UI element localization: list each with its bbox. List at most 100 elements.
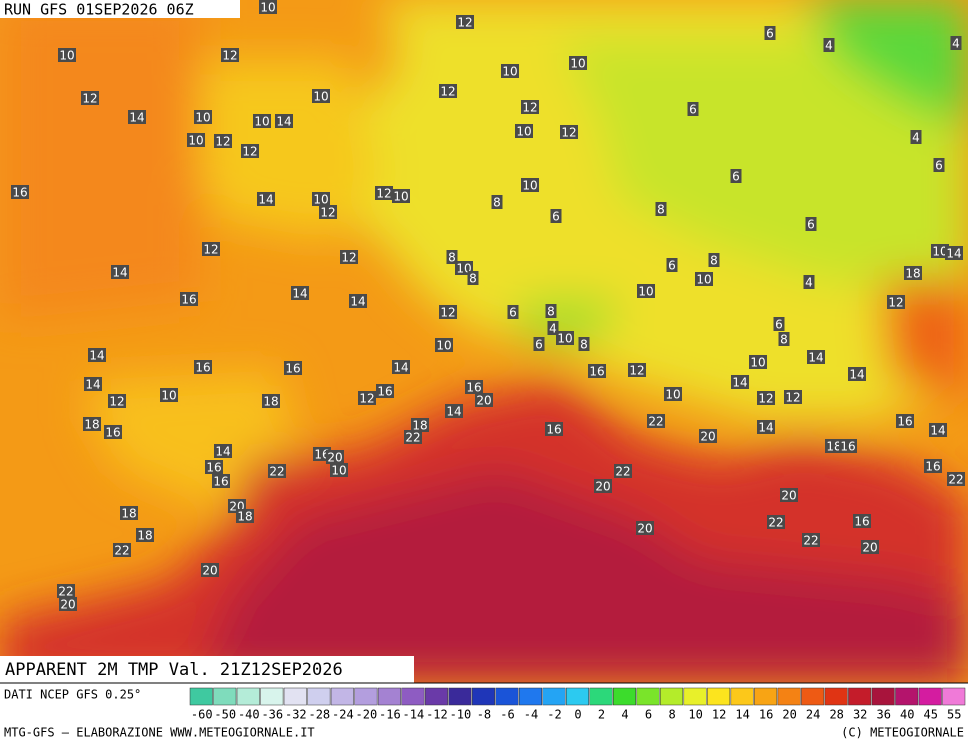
label-box: [521, 100, 539, 114]
colorbar-tick: -60: [191, 708, 213, 722]
temp-label: 20: [862, 541, 877, 555]
label-box: [778, 332, 790, 346]
temp-label: 12: [320, 206, 335, 220]
temp-label: 10: [522, 179, 537, 193]
temp-label: 22: [648, 415, 663, 429]
label-box: [588, 364, 606, 378]
label-box: [731, 375, 749, 389]
label-box: [695, 272, 713, 286]
temp-label: 20: [202, 564, 217, 578]
label-box: [312, 89, 330, 103]
label-box: [699, 429, 717, 443]
color-swatch: [871, 687, 895, 706]
temp-label: 12: [457, 16, 472, 30]
temp-label: 8: [580, 338, 588, 352]
label-box: [950, 36, 962, 50]
label-box: [253, 114, 271, 128]
label-box: [757, 391, 775, 405]
temp-label: 10: [932, 245, 947, 259]
temp-label: 12: [341, 251, 356, 265]
colorbar-tick: -50: [214, 708, 236, 722]
temp-label: 18: [237, 510, 252, 524]
label-box: [275, 114, 293, 128]
colorbar-tick: -4: [524, 708, 538, 722]
label-box: [136, 528, 154, 542]
temp-label: 16: [377, 385, 392, 399]
temp-label: 14: [808, 351, 823, 365]
colorbar-tick: 8: [668, 708, 675, 722]
temp-label: 22: [58, 585, 73, 599]
temp-label: 14: [350, 295, 365, 309]
color-swatch: [777, 687, 801, 706]
colorbar-tick: 2: [598, 708, 605, 722]
colorbar-tick: 40: [900, 708, 914, 722]
temp-label: 20: [700, 430, 715, 444]
temp-label: 16: [195, 361, 210, 375]
temp-label: 16: [314, 448, 329, 462]
label-box: [569, 56, 587, 70]
label-box: [212, 474, 230, 488]
label-box: [933, 158, 945, 172]
temp-label: 12: [629, 364, 644, 378]
label-box: [214, 444, 232, 458]
label-box: [628, 363, 646, 377]
color-swatch: [213, 687, 237, 706]
label-box: [180, 292, 198, 306]
color-swatch: [942, 687, 966, 706]
color-swatch: [801, 687, 825, 706]
label-box: [435, 338, 453, 352]
temp-label: 16: [105, 426, 120, 440]
label-box: [550, 209, 562, 223]
label-box: [924, 459, 942, 473]
temp-label: 8: [780, 333, 788, 347]
temp-label: 8: [448, 251, 456, 265]
label-box: [392, 360, 410, 374]
temp-label: 8: [469, 272, 477, 286]
label-box: [501, 64, 519, 78]
label-box: [545, 304, 557, 318]
label-box: [205, 460, 223, 474]
temp-label: 8: [547, 305, 555, 319]
colorbar-tick: 4: [621, 708, 628, 722]
label-box: [187, 133, 205, 147]
label-box: [194, 110, 212, 124]
temp-label: 12: [203, 243, 218, 257]
color-swatch: [354, 687, 378, 706]
label-box: [268, 464, 286, 478]
color-swatch: [848, 687, 872, 706]
label-box: [108, 394, 126, 408]
label-box: [456, 15, 474, 29]
label-box: [88, 348, 106, 362]
label-box: [404, 430, 422, 444]
colorbar-tick: -20: [356, 708, 378, 722]
label-box: [376, 384, 394, 398]
temp-label: 12: [242, 145, 257, 159]
label-box: [556, 331, 574, 345]
temp-label: 4: [952, 37, 960, 51]
label-box: [861, 540, 879, 554]
label-box: [664, 387, 682, 401]
colorbar-tick: -32: [285, 708, 307, 722]
colorbar-tick: 14: [735, 708, 749, 722]
colorbar-tick: -8: [477, 708, 491, 722]
label-box: [767, 515, 785, 529]
colorbar-tick: 16: [759, 708, 773, 722]
colorbar-tick: 36: [876, 708, 890, 722]
temp-label: 16: [854, 515, 869, 529]
color-swatch: [495, 687, 519, 706]
label-box: [780, 488, 798, 502]
label-box: [848, 367, 866, 381]
temp-label: 8: [657, 203, 665, 217]
source: DATI NCEP GFS 0.25°: [4, 688, 141, 702]
label-box: [896, 414, 914, 428]
color-swatch: [636, 687, 660, 706]
temp-label: 8: [493, 196, 501, 210]
label-box: [392, 189, 410, 203]
temp-label: 16: [925, 460, 940, 474]
label-box: [439, 84, 457, 98]
label-box: [945, 246, 963, 260]
temp-label: 22: [114, 544, 129, 558]
temp-label: 10: [313, 90, 328, 104]
temp-label: 10: [638, 285, 653, 299]
label-box: [904, 266, 922, 280]
